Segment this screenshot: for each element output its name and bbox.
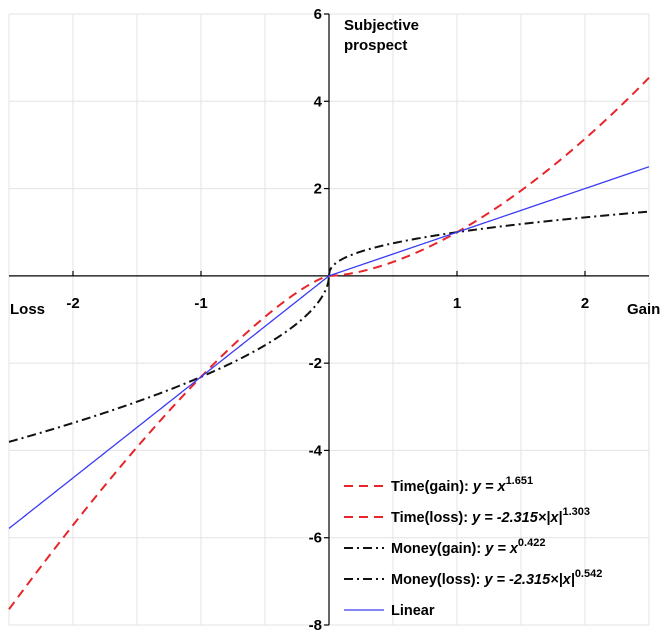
y-tick-label: 2 bbox=[314, 181, 322, 198]
legend-entry: Time(gain): y = x1.651 bbox=[391, 475, 533, 495]
axes bbox=[9, 13, 649, 626]
x-tick-label: -2 bbox=[66, 295, 79, 312]
legend-entry: Linear bbox=[391, 603, 435, 619]
y-tick-label: -2 bbox=[309, 355, 322, 372]
x-tick-label: 2 bbox=[581, 295, 589, 312]
y-tick-label: -6 bbox=[309, 530, 322, 547]
legend-entry: Money(loss): y = -2.315×|x|0.542 bbox=[391, 568, 602, 588]
series-line-money-gain bbox=[328, 210, 650, 276]
y-tick-label: 6 bbox=[314, 6, 322, 23]
y-tick-label: -8 bbox=[309, 617, 322, 631]
series-line-time-loss bbox=[8, 274, 330, 610]
x-label-gain: Gain bbox=[627, 301, 660, 318]
y-label-line2: prospect bbox=[344, 37, 407, 54]
series-lines bbox=[8, 77, 650, 610]
series-line-time-gain bbox=[328, 77, 650, 277]
series-line-money-loss bbox=[8, 275, 330, 443]
y-tick-label: -4 bbox=[309, 442, 323, 459]
y-tick-label: 4 bbox=[314, 93, 323, 110]
axis-labels: Loss Gain Subjective prospect bbox=[10, 17, 660, 318]
series-line-linear bbox=[8, 166, 650, 529]
tick-labels: -2 -1 1 2 6 4 2 -2 -4 -6 -8 bbox=[66, 6, 589, 631]
legend: Time(gain): y = x1.651 Time(loss): y = -2… bbox=[344, 475, 602, 619]
y-label-line1: Subjective bbox=[344, 17, 419, 34]
x-tick-label: 1 bbox=[453, 295, 461, 312]
legend-entry: Money(gain): y = x0.422 bbox=[391, 537, 545, 557]
x-tick-label: -1 bbox=[194, 295, 207, 312]
x-label-loss: Loss bbox=[10, 301, 45, 318]
legend-entry: Time(loss): y = -2.315×|x|1.303 bbox=[391, 506, 590, 526]
